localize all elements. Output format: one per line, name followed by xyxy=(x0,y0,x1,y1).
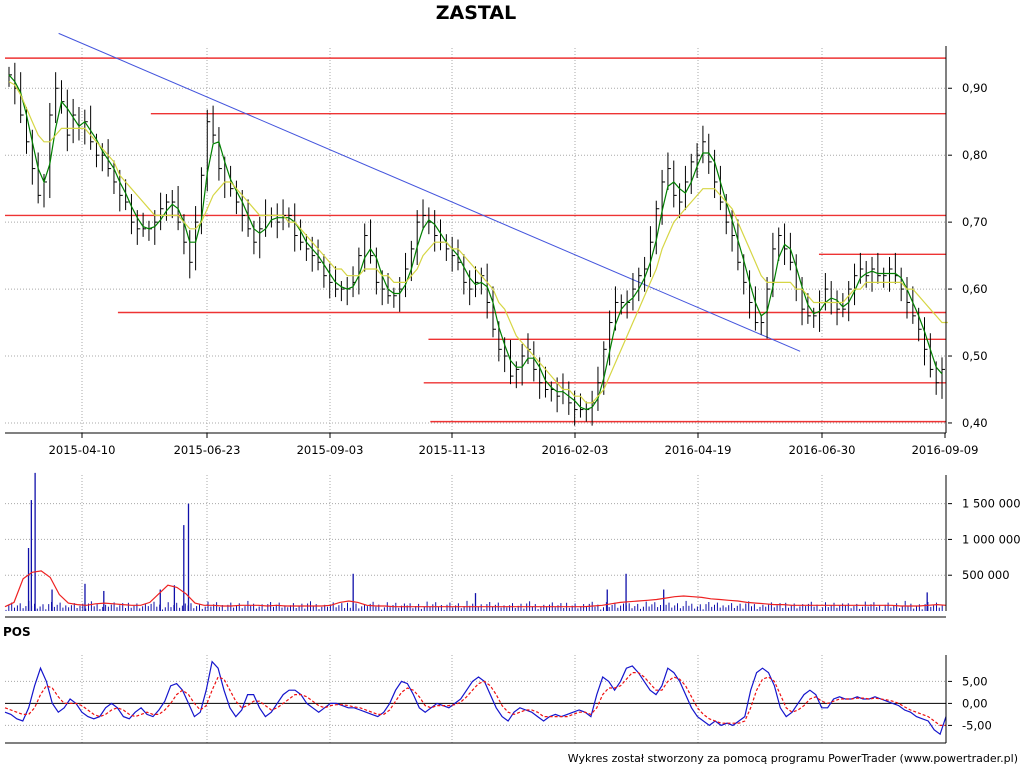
price-xtick-label-6: 2016-06-30 xyxy=(789,443,856,457)
volume-grid xyxy=(5,475,946,611)
price-xtick-label-1: 2015-06-23 xyxy=(174,443,241,457)
pos-panel: POS 5,00 0,00 -5,00 xyxy=(3,625,992,744)
price-panel: 0,900,800,700,600,500,40 2015-04-10 2015-… xyxy=(5,32,988,457)
volume-y-ticks: 1 500 000 1 000 000 500 000 xyxy=(948,497,1021,582)
price-xtick-label-2: 2015-09-03 xyxy=(297,443,364,457)
price-ytick-label-0: 0,90 xyxy=(962,81,988,95)
price-ytick-label-5: 0,40 xyxy=(962,416,988,430)
price-ytick-label-1: 0,80 xyxy=(962,148,988,162)
chart-title: ZASTAL xyxy=(436,2,516,24)
pos-signal-line xyxy=(4,671,946,727)
volume-ytick-label-0: 1 500 000 xyxy=(962,497,1021,511)
ma-short-line xyxy=(8,74,943,411)
pos-axes xyxy=(5,655,947,744)
pos-grid xyxy=(5,655,946,743)
price-xtick-label-3: 2015-11-13 xyxy=(419,443,486,457)
volume-axes xyxy=(5,475,947,618)
pos-title: POS xyxy=(3,625,31,639)
volume-average-line xyxy=(4,570,947,608)
pos-oscillator-line xyxy=(4,660,947,736)
price-ytick-label-3: 0,60 xyxy=(962,282,988,296)
trendline-line xyxy=(58,32,801,352)
pos-lines xyxy=(4,660,947,736)
price-x-ticks: 2015-04-10 2015-06-23 2015-09-03 2015-11-13… xyxy=(49,433,979,457)
pos-ytick-label-2: -5,00 xyxy=(962,718,992,732)
pos-y-ticks: 5,00 0,00 -5,00 xyxy=(948,674,992,732)
volume-bars xyxy=(5,472,943,611)
price-xtick-label-5: 2016-04-19 xyxy=(665,443,732,457)
price-bars xyxy=(8,62,945,426)
price-axes xyxy=(5,46,947,434)
volume-ytick-label-2: 500 000 xyxy=(962,568,1010,582)
price-y-ticks: 0,90 0,80 0,70 0,60 0,50 0,40 xyxy=(948,81,988,430)
price-xtick-label-0: 2015-04-10 xyxy=(49,443,116,457)
volume-average xyxy=(4,570,947,608)
pos-ytick-label-0: 5,00 xyxy=(962,674,988,688)
price-xtick-label-7: 2016-09-09 xyxy=(912,443,979,457)
footer-credit: Wykres został stworzony za pomocą progra… xyxy=(568,752,1018,765)
pos-ytick-label-1: 0,00 xyxy=(962,696,988,710)
price-xtick-label-4: 2016-02-03 xyxy=(542,443,609,457)
price-ytick-label-2: 0,70 xyxy=(962,215,988,229)
moving-averages xyxy=(8,74,948,411)
volume-panel: 1 500 000 1 000 000 500 000 xyxy=(4,472,1021,618)
ma-long-line xyxy=(8,81,948,404)
support-resistance-lines xyxy=(5,57,946,423)
price-ytick-label-4: 0,50 xyxy=(962,349,988,363)
volume-ytick-label-1: 1 000 000 xyxy=(962,532,1021,546)
trendline xyxy=(58,32,801,352)
price-grid xyxy=(5,48,946,433)
